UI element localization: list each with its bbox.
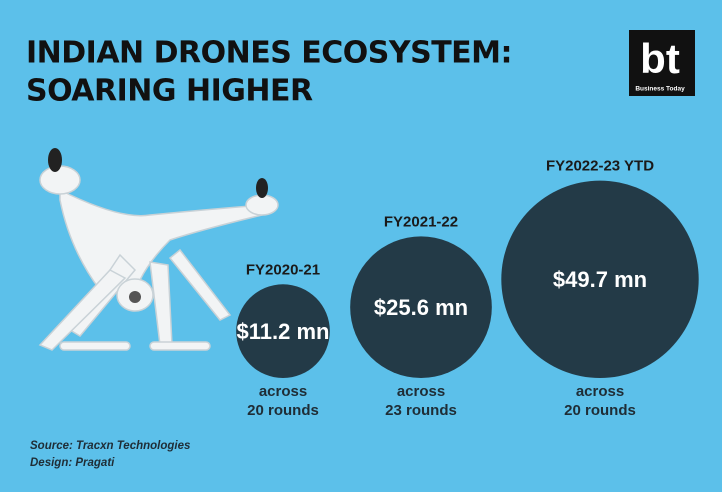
design-credit: Design: Pragati (30, 457, 115, 469)
logo-brand: Business Today (635, 86, 685, 93)
category-label: FY2021-22 (384, 213, 458, 230)
caption: across (397, 383, 445, 400)
logo-box (629, 30, 695, 96)
caption: 23 rounds (385, 402, 457, 419)
drone-illustration (38, 148, 279, 351)
category-label: FY2022-23 YTD (546, 158, 654, 175)
caption: 20 rounds (564, 402, 636, 419)
value-label: $49.7 mn (553, 267, 647, 292)
title-line: INDIAN DRONES ECOSYSTEM: (26, 36, 512, 71)
title-line: SOARING HIGHER (26, 74, 313, 109)
logo: bt Business Today (629, 30, 695, 96)
value-label: $25.6 mn (374, 295, 468, 320)
caption: across (259, 383, 307, 400)
caption: 20 rounds (247, 402, 319, 419)
bubble (350, 236, 492, 378)
logo-mark: bt (640, 35, 680, 82)
value-label: $11.2 mn (237, 319, 330, 344)
category-label: FY2020-21 (246, 261, 320, 278)
bubble (501, 180, 699, 378)
source: Source: Tracxn Technologies (30, 440, 190, 452)
caption: across (576, 383, 624, 400)
bubble (236, 284, 330, 378)
